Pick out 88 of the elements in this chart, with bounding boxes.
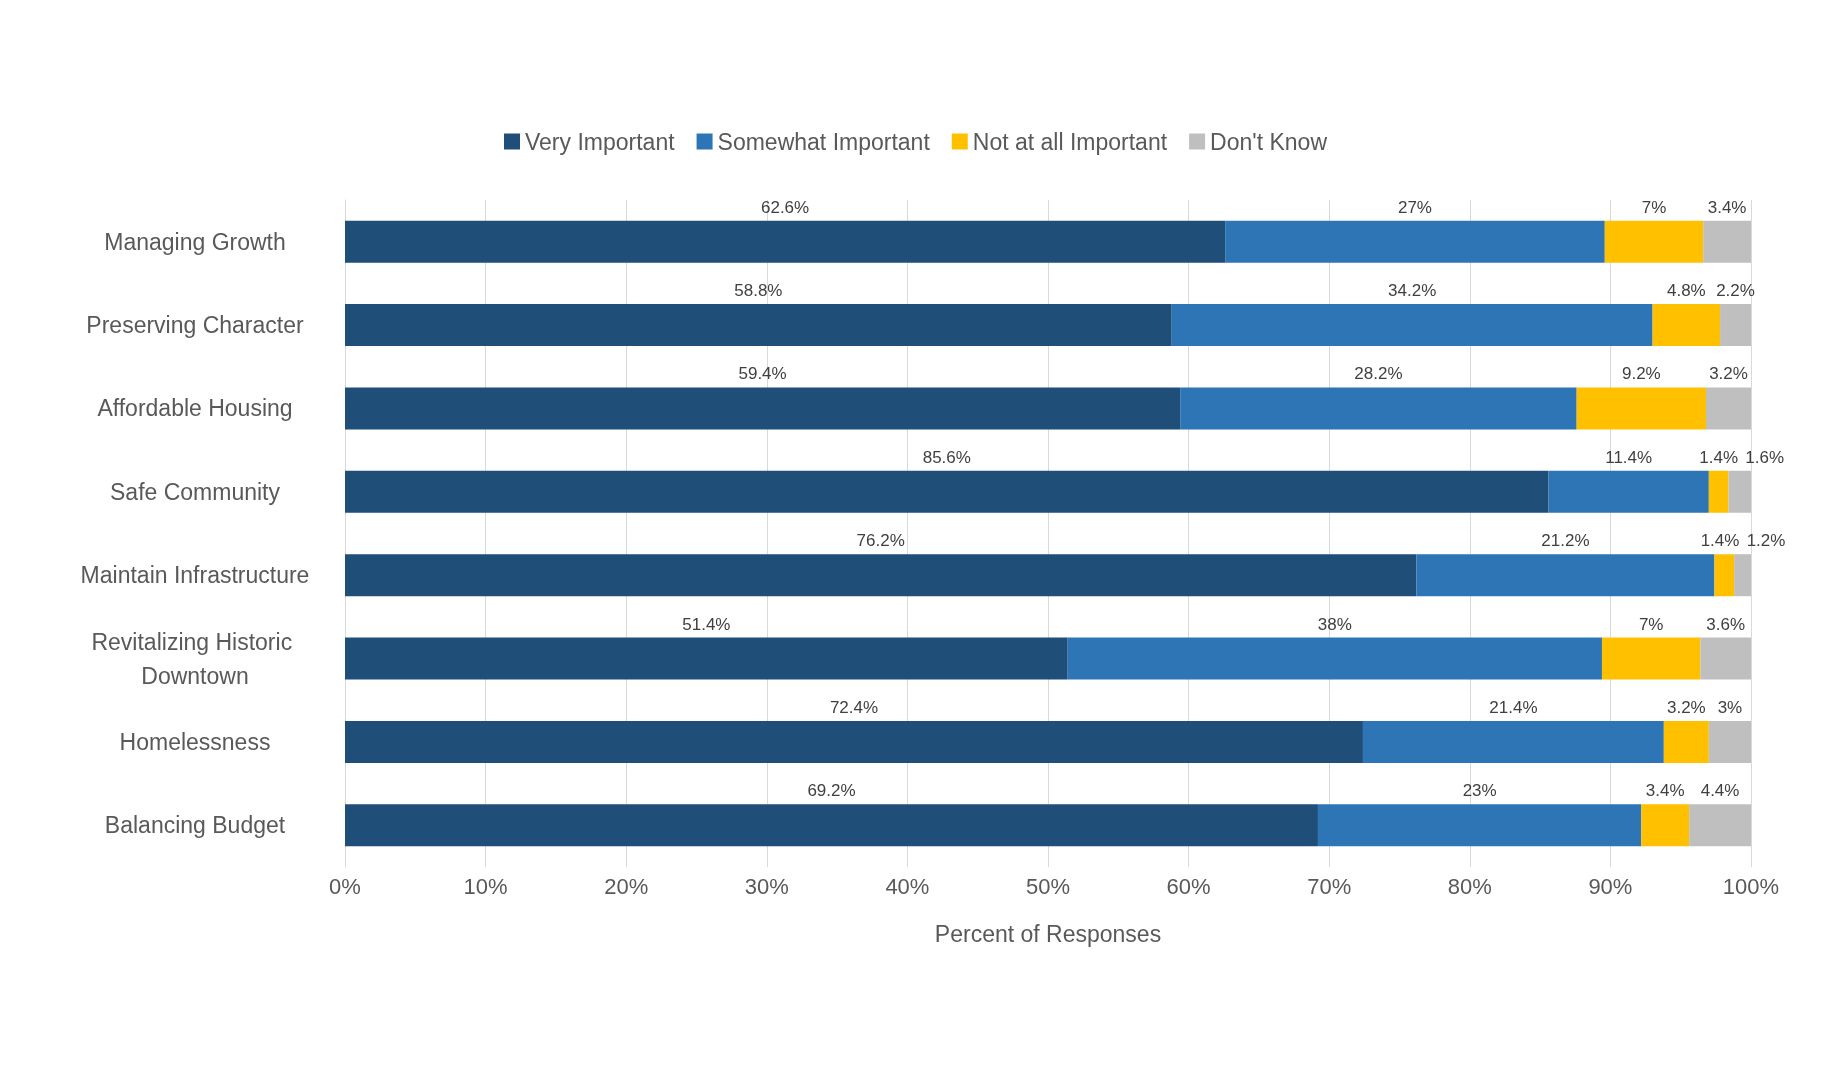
data-label: 3.4%	[1645, 781, 1685, 801]
data-label: 85.6%	[922, 447, 971, 467]
bar	[1225, 220, 1605, 263]
x-tick-label: 50%	[1025, 873, 1071, 899]
data-label: 34.2%	[1388, 281, 1437, 301]
data-label: 58.8%	[734, 281, 783, 301]
data-label: 3.6%	[1706, 614, 1746, 634]
bar	[1548, 470, 1709, 513]
bar	[1703, 220, 1751, 263]
y-tick-label: Affordable Housing	[97, 395, 293, 422]
data-label: 1.4%	[1699, 447, 1739, 467]
bar	[1734, 554, 1751, 597]
bar	[1067, 637, 1602, 680]
bar	[345, 387, 1181, 430]
x-tick-label: 40%	[885, 873, 930, 899]
data-label: 59.4%	[738, 364, 787, 384]
data-label: 7%	[1641, 197, 1667, 217]
x-tick-label: 60%	[1166, 873, 1211, 899]
y-tick-label: Safe Community	[109, 478, 281, 505]
y-tick-label: Managing Growth	[104, 228, 286, 255]
bar	[1714, 554, 1735, 597]
bar	[345, 220, 1226, 263]
bar	[1576, 387, 1707, 430]
data-label: 72.4%	[829, 697, 879, 717]
y-tick-label: Homelessness	[119, 728, 271, 755]
bar	[1362, 720, 1664, 763]
bar	[1601, 637, 1701, 680]
bar	[1720, 304, 1751, 347]
data-label: 2.2%	[1716, 281, 1755, 301]
bar	[1708, 470, 1729, 513]
data-label: 38%	[1317, 614, 1352, 634]
bar	[1708, 720, 1751, 763]
data-label: 1.6%	[1745, 447, 1785, 467]
legend-label: Somewhat Important	[717, 128, 931, 155]
data-label: 69.2%	[807, 781, 856, 801]
bar	[1416, 554, 1715, 597]
x-tick-label: 10%	[463, 873, 508, 899]
data-label: 11.4%	[1605, 447, 1653, 467]
data-label: 23%	[1462, 781, 1497, 801]
bar	[345, 804, 1318, 847]
data-label: 4.8%	[1666, 281, 1706, 301]
bar	[1652, 304, 1721, 347]
y-tick-label: Balancing Budget	[104, 812, 286, 839]
bar	[1171, 304, 1653, 347]
x-tick-label: 70%	[1307, 873, 1352, 899]
x-tick-label: 30%	[744, 873, 789, 899]
data-label: 28.2%	[1354, 364, 1403, 384]
bar	[345, 304, 1172, 347]
x-axis-title: Percent of Responses	[934, 920, 1162, 947]
bar	[1689, 804, 1751, 847]
legend-label: Very Important	[525, 128, 676, 155]
data-label: 51.4%	[682, 614, 731, 634]
data-label: 21.4%	[1489, 697, 1538, 717]
y-tick-label: Maintain Infrastructure	[80, 562, 310, 589]
x-tick-label: 20%	[604, 873, 649, 899]
y-tick-label: Preserving Character	[86, 312, 304, 339]
data-label: 3.4%	[1707, 197, 1747, 217]
x-tick-label: 100%	[1722, 873, 1780, 899]
y-tick-label: Revitalizing Historic Downtown	[91, 628, 299, 689]
data-label: 27%	[1397, 197, 1432, 217]
data-label: 1.4%	[1700, 531, 1740, 551]
data-label: 3%	[1717, 697, 1743, 717]
data-label: 1.2%	[1746, 531, 1786, 551]
data-label: 21.2%	[1541, 531, 1590, 551]
x-tick-label: 80%	[1447, 873, 1492, 899]
bar	[1641, 804, 1690, 847]
data-label: 7%	[1638, 614, 1664, 634]
bar	[345, 637, 1068, 680]
legend-label: Don't Know	[1210, 128, 1328, 155]
data-label: 76.2%	[856, 531, 905, 551]
bar	[1728, 470, 1751, 513]
data-label: 62.6%	[760, 197, 810, 217]
x-tick-label: 0%	[329, 873, 361, 899]
bar	[1663, 720, 1709, 763]
bar	[1706, 387, 1751, 430]
data-label: 3.2%	[1709, 364, 1748, 384]
x-tick-label: 90%	[1588, 873, 1633, 899]
bar	[345, 554, 1417, 597]
bar	[1317, 804, 1642, 847]
bar	[1180, 387, 1577, 430]
bar	[345, 720, 1363, 763]
bar	[1604, 220, 1704, 263]
bar	[345, 470, 1549, 513]
bar	[1700, 637, 1751, 680]
data-label: 9.2%	[1621, 364, 1661, 384]
legend-label: Not at all Important	[972, 128, 1168, 155]
data-label: 4.4%	[1700, 781, 1740, 801]
data-label: 3.2%	[1666, 697, 1706, 717]
